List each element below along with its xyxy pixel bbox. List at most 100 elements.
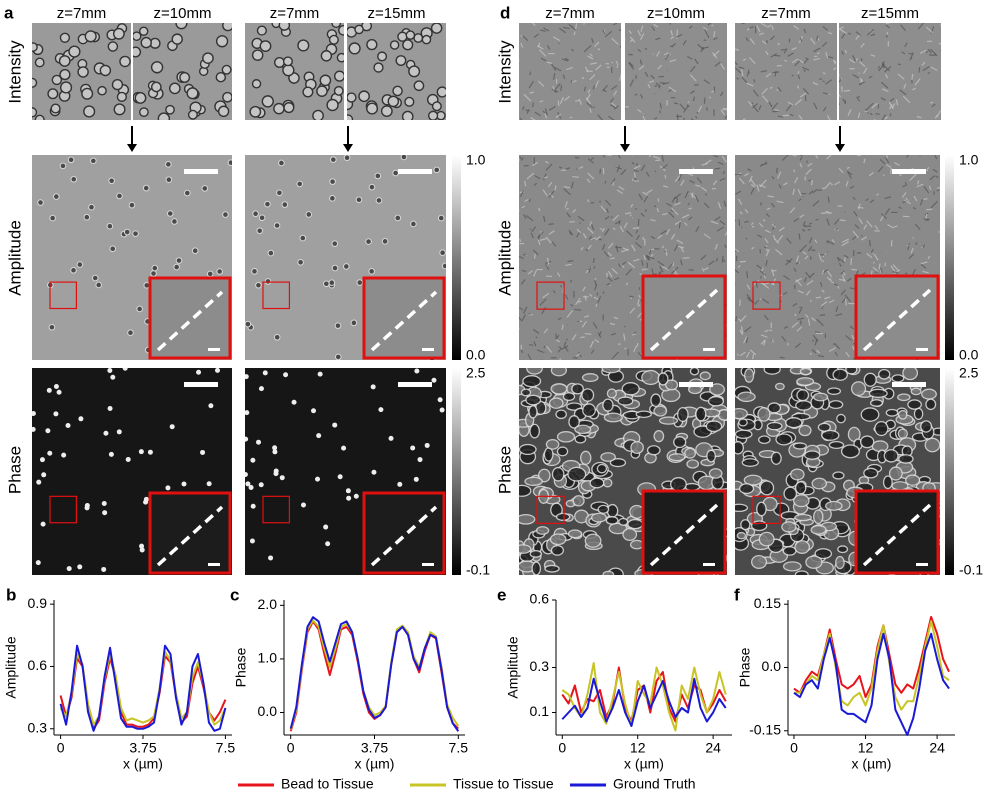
- cell: [837, 545, 849, 554]
- cell: [550, 544, 565, 556]
- texture: [625, 268, 632, 276]
- texture: [789, 207, 796, 214]
- cell: [262, 370, 268, 376]
- texture: [595, 303, 598, 308]
- texture: [765, 72, 772, 78]
- cell: [81, 87, 94, 100]
- texture: [916, 180, 920, 185]
- cell: [602, 478, 613, 488]
- texture: [866, 253, 873, 259]
- cell: [331, 264, 339, 272]
- texture: [735, 219, 737, 222]
- texture: [587, 55, 594, 60]
- texture: [714, 216, 721, 221]
- texture: [618, 155, 621, 159]
- texture: [794, 60, 801, 67]
- texture: [533, 33, 539, 39]
- inset-scale-bar: [703, 348, 715, 351]
- texture: [799, 244, 807, 253]
- texture: [919, 198, 924, 206]
- texture: [822, 92, 828, 95]
- cell: [245, 320, 252, 328]
- texture: [805, 290, 811, 296]
- texture: [783, 182, 788, 186]
- cell: [707, 395, 725, 407]
- texture: [807, 229, 811, 231]
- cell: [756, 501, 767, 517]
- texture: [940, 50, 941, 52]
- cell: [70, 175, 78, 183]
- cell: [860, 407, 880, 422]
- y-tick-label: 0.0: [762, 658, 782, 674]
- texture: [759, 270, 767, 276]
- texture: [628, 62, 635, 70]
- cell: [832, 471, 845, 480]
- column-header: z=10mm: [647, 5, 705, 22]
- texture: [714, 243, 718, 250]
- cell: [430, 23, 443, 34]
- texture: [625, 282, 629, 286]
- texture: [519, 59, 520, 62]
- texture: [643, 195, 649, 203]
- texture: [739, 351, 746, 357]
- cell: [283, 372, 289, 378]
- texture: [597, 296, 602, 304]
- texture: [592, 322, 598, 329]
- texture: [701, 162, 708, 166]
- cell: [35, 560, 41, 566]
- texture: [749, 26, 752, 30]
- texture: [922, 65, 930, 72]
- cell: [441, 262, 446, 270]
- cell: [597, 504, 610, 514]
- cell: [555, 512, 571, 521]
- cell: [555, 409, 568, 420]
- cell: [78, 416, 84, 422]
- scale-bar: [892, 169, 926, 174]
- texture: [708, 96, 712, 99]
- texture: [741, 76, 748, 84]
- texture: [610, 257, 615, 260]
- x-tick-label: 24: [929, 740, 945, 756]
- texture: [923, 197, 928, 201]
- texture: [533, 269, 537, 277]
- cell: [580, 450, 592, 465]
- cell: [334, 322, 342, 329]
- cell: [34, 57, 45, 68]
- texture: [543, 27, 550, 32]
- texture: [830, 182, 833, 186]
- legend-label: Bead to Tissue: [281, 776, 374, 792]
- series-line: [793, 632, 950, 736]
- cell: [140, 36, 152, 49]
- texture: [739, 260, 746, 263]
- texture: [829, 278, 832, 280]
- texture: [876, 193, 879, 196]
- texture: [857, 206, 864, 209]
- texture: [840, 289, 846, 296]
- texture: [554, 66, 562, 72]
- texture: [797, 188, 802, 196]
- texture: [688, 25, 693, 29]
- cell: [333, 70, 344, 82]
- texture: [828, 299, 835, 304]
- texture: [783, 275, 790, 281]
- roi-box: [49, 281, 77, 310]
- texture: [741, 69, 744, 77]
- cell: [796, 389, 810, 402]
- texture: [745, 351, 751, 358]
- cell: [413, 80, 425, 92]
- texture: [680, 246, 685, 253]
- cell: [374, 172, 382, 180]
- cell: [897, 428, 908, 439]
- texture: [637, 48, 642, 53]
- texture: [642, 116, 646, 120]
- roi-box: [536, 495, 565, 524]
- cell: [276, 189, 283, 197]
- texture: [746, 82, 754, 87]
- texture: [745, 237, 748, 240]
- texture: [747, 71, 750, 74]
- cell: [658, 416, 679, 425]
- texture: [881, 62, 885, 69]
- texture: [826, 218, 830, 226]
- texture: [639, 59, 643, 65]
- texture: [751, 102, 754, 105]
